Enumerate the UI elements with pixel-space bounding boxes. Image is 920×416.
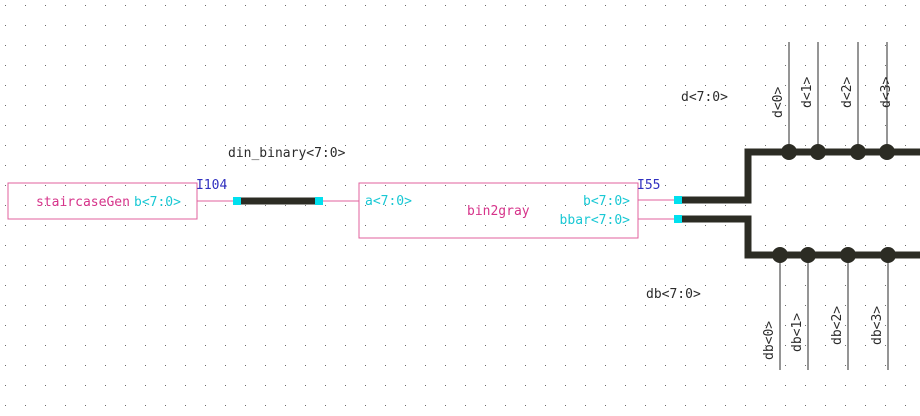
net-label-din-binary: din_binary<7:0>: [228, 146, 346, 161]
pin-marker-staircasegen-b: [233, 197, 241, 205]
tap-junction-d2: [850, 144, 866, 160]
bin2gray-pin-b: b<7:0>: [583, 194, 630, 209]
tap-label-d0: d<0>: [771, 87, 786, 118]
tap-junction-db1: [800, 247, 816, 263]
db-taps: db<0> db<1> db<2> db<3>: [762, 247, 896, 370]
tap-junction-d0: [781, 144, 797, 160]
instance-bin2gray[interactable]: bin2gray a<7:0> b<7:0> bbar<7:0> I55: [358, 178, 660, 239]
tap-junction-db0: [772, 247, 788, 263]
pin-marker-bin2gray-b: [674, 196, 682, 204]
staircasegen-cell-name: staircaseGen: [36, 195, 130, 210]
tap-junction-db3: [880, 247, 896, 263]
tap-label-db0: db<0>: [762, 321, 777, 360]
tap-label-db1: db<1>: [790, 313, 805, 352]
bus-db[interactable]: [682, 215, 920, 259]
tap-label-d2: d<2>: [840, 77, 855, 108]
tap-junction-d1: [810, 144, 826, 160]
instance-id-i104: I104: [196, 178, 227, 193]
bin2gray-cell-name: bin2gray: [467, 204, 530, 219]
bus-d[interactable]: [682, 148, 920, 204]
bin2gray-box[interactable]: [358, 182, 639, 239]
instance-id-i55: I55: [637, 178, 660, 193]
tap-label-db2: db<2>: [830, 306, 845, 345]
net-label-db: db<7:0>: [646, 287, 701, 302]
tap-label-d1: d<1>: [800, 77, 815, 108]
d-taps: d<0> d<1> d<2> d<3>: [771, 42, 895, 160]
tap-junction-d3: [879, 144, 895, 160]
tap-junction-db2: [840, 247, 856, 263]
tap-label-d3: d<3>: [879, 77, 894, 108]
bin2gray-pin-bbar: bbar<7:0>: [560, 213, 631, 228]
staircasegen-pin-b: b<7:0>: [134, 195, 181, 210]
pin-marker-bin2gray-bbar: [674, 215, 682, 223]
net-label-d: d<7:0>: [681, 90, 728, 105]
bin2gray-pin-a: a<7:0>: [365, 194, 412, 209]
grid-dots: [5, 5, 906, 406]
instance-staircasegen[interactable]: staircaseGen b<7:0> I104: [7, 178, 227, 220]
pin-marker-bin2gray-a: [315, 197, 323, 205]
tap-label-db3: db<3>: [870, 306, 885, 345]
